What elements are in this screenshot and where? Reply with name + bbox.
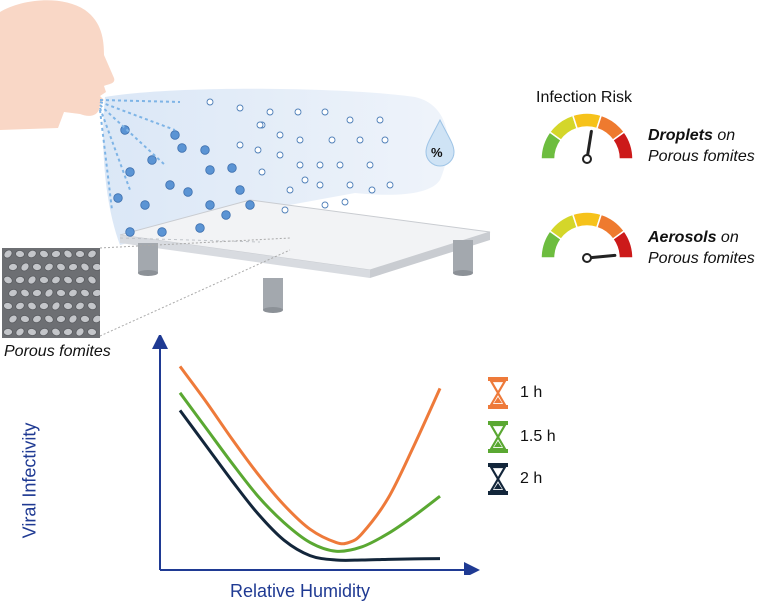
table-leg <box>138 243 158 273</box>
legend-label: 1 h <box>520 384 543 401</box>
aerosols-line2: Porous fomites <box>648 250 755 267</box>
hourglass-icon <box>488 421 508 453</box>
hourglass-icon <box>488 377 508 409</box>
aerosols-on: on <box>716 229 739 246</box>
gauge-segment <box>611 229 634 259</box>
table-leg <box>263 278 283 310</box>
droplets-on: on <box>712 127 736 144</box>
droplets-risk-label: Droplets on Porous fomites <box>648 125 755 167</box>
aerosols-risk-label: Aerosols on Porous fomites <box>648 227 755 269</box>
hourglass-icon <box>488 463 508 495</box>
legend-item-1-5h: 1.5 h <box>486 420 606 454</box>
series-line-1-h <box>178 365 442 546</box>
porous-fomites-label: Porous fomites <box>4 343 111 360</box>
viral-infectivity-chart <box>152 335 480 575</box>
legend-item-2h: 2 h <box>486 462 606 496</box>
droplets-word: Droplets <box>648 127 713 144</box>
inset-connector-lines <box>99 237 291 337</box>
table-surface <box>119 199 491 313</box>
legend-label: 2 h <box>520 470 543 487</box>
legend-item-1h: 1 h <box>486 376 606 410</box>
y-axis-label: Viral Infectivity <box>19 422 40 539</box>
aerosol-plume <box>103 88 448 245</box>
table-leg <box>453 240 473 273</box>
head-illustration <box>0 0 115 130</box>
infection-risk-title: Infection Risk <box>536 89 633 106</box>
humidity-drop-icon <box>425 118 455 167</box>
humidity-percent-label: % <box>431 145 443 160</box>
head-silhouette <box>0 0 115 130</box>
series-line-2-h <box>178 409 441 562</box>
droplets-line2: Porous fomites <box>648 148 755 165</box>
droplets-layer <box>99 98 394 237</box>
droplets-risk-gauge <box>540 112 634 164</box>
x-axis-label: Relative Humidity <box>230 581 371 601</box>
series-line-1-5-h <box>178 391 441 553</box>
aerosols-word: Aerosols <box>648 229 717 246</box>
legend-label: 1.5 h <box>520 428 556 445</box>
porous-texture-inset <box>2 248 100 338</box>
aerosols-risk-gauge <box>540 211 634 263</box>
gauge-segment <box>611 130 634 160</box>
